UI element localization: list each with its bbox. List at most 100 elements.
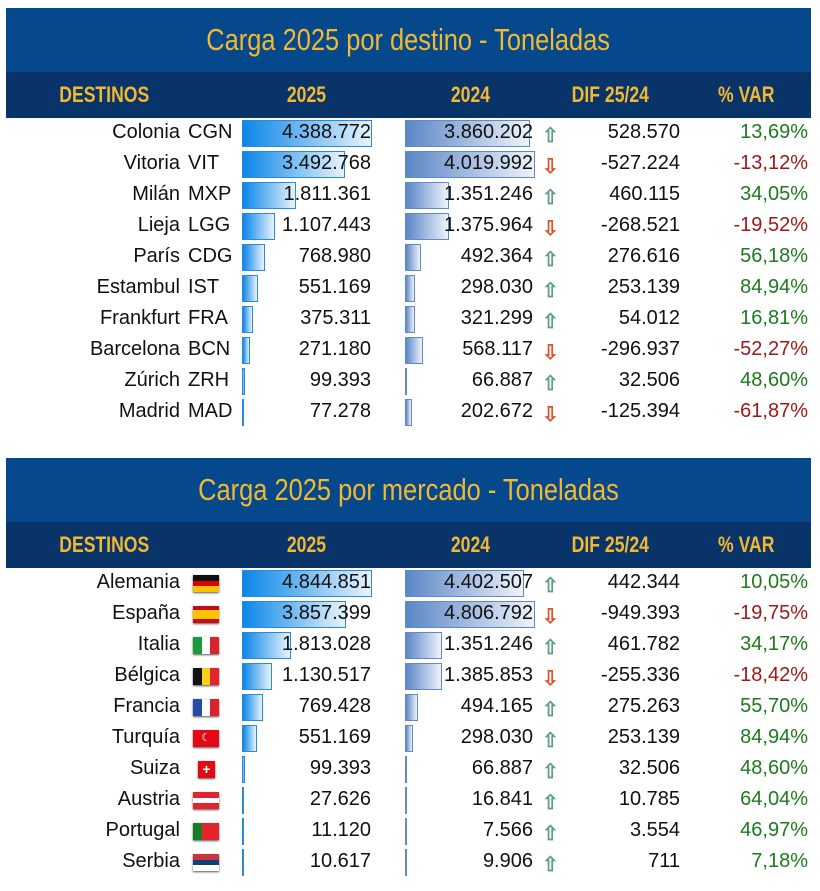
value-2025: 1.811.361: [283, 183, 372, 205]
table-row: Portugal 11.120 7.566 ⇧ 3.554 46,97%: [6, 816, 811, 847]
value-var: 34,17%: [740, 633, 808, 655]
value-dif: 253.139: [607, 726, 680, 748]
value-dif: 32.506: [618, 369, 680, 391]
arrow-down-icon: ⇩: [542, 404, 559, 426]
row-name: Bélgica: [114, 664, 180, 686]
flag-españa-icon: [193, 606, 219, 623]
row-name: Austria: [117, 788, 180, 810]
table-row: Suiza + 99.393 66.887 ⇧ 32.506 48,60%: [6, 754, 811, 785]
bar-2025: [242, 725, 257, 752]
row-name: París: [133, 245, 180, 267]
value-var: 84,94%: [740, 726, 808, 748]
flag-portugal-icon: [193, 823, 220, 840]
bar-2024: [405, 368, 408, 395]
value-2024: 3.860.202: [444, 121, 533, 143]
header-var: % VAR: [718, 532, 775, 557]
airport-code: CDG: [188, 245, 233, 267]
value-2025: 27.626: [309, 788, 371, 810]
value-2024: 492.364: [460, 245, 533, 267]
bar-2024: [405, 787, 407, 814]
arrow-up-icon: ⇧: [542, 792, 559, 814]
arrow-up-icon: ⇧: [542, 187, 559, 209]
table-row: Vitoria VIT 3.492.768 4.019.992 ⇩ -527.22…: [6, 149, 811, 180]
airport-code: MAD: [188, 400, 233, 422]
value-var: 48,60%: [740, 757, 808, 779]
value-dif: 253.139: [607, 276, 680, 298]
table-row: Bélgica 1.130.517 1.385.853 ⇩ -255.336 -…: [6, 661, 811, 692]
value-2024: 4.019.992: [444, 152, 533, 174]
bar-2024: [405, 213, 450, 240]
flag-alemania-icon: [193, 575, 219, 593]
arrow-down-icon: ⇩: [542, 668, 559, 690]
table-row: Frankfurt FRA 375.311 321.299 ⇧ 54.012 16…: [6, 304, 811, 335]
row-name: Italia: [137, 633, 180, 655]
bar-2025: [242, 368, 245, 395]
value-var: 46,97%: [740, 819, 808, 841]
bar-2025: [242, 337, 251, 364]
row-name: Vitoria: [123, 152, 180, 174]
bar-2025: [242, 632, 291, 659]
value-2025: 4.388.772: [282, 121, 371, 143]
value-2025: 99.393: [309, 757, 371, 779]
table-row: Austria 27.626 16.841 ⇧ 10.785 64,04%: [6, 785, 811, 816]
value-2025: 1.813.028: [282, 633, 371, 655]
bar-2024: [405, 601, 535, 628]
airport-code: LGG: [188, 214, 231, 236]
value-var: 16,81%: [740, 307, 808, 329]
value-dif: -255.336: [601, 664, 680, 686]
value-var: -52,27%: [733, 338, 809, 360]
value-2025: 3.857.399: [282, 602, 371, 624]
row-name: Serbia: [122, 850, 180, 872]
row-name: Frankfurt: [99, 307, 180, 329]
value-var: -13,12%: [733, 152, 809, 174]
bar-2024: [405, 570, 525, 597]
flag-francia-icon: [193, 699, 220, 716]
bar-2024: [405, 694, 419, 721]
value-dif: 275.263: [607, 695, 680, 717]
value-2024: 4.402.507: [444, 571, 533, 593]
value-2025: 769.428: [298, 695, 371, 717]
bar-2024: [405, 306, 416, 333]
value-2024: 16.841: [471, 788, 533, 810]
bar-2024: [405, 756, 407, 783]
value-var: 84,94%: [740, 276, 808, 298]
value-2025: 375.311: [300, 307, 371, 329]
row-name: Turquía: [111, 726, 180, 748]
airport-code: FRA: [188, 307, 228, 329]
bar-2025: [242, 601, 346, 628]
arrow-up-icon: ⇧: [542, 125, 559, 147]
value-2024: 1.375.964: [444, 214, 533, 236]
value-var: 34,05%: [740, 183, 808, 205]
bar-2024: [405, 120, 530, 147]
arrow-up-icon: ⇧: [542, 280, 559, 302]
bar-2024: [405, 818, 407, 845]
bar-2025: [242, 399, 245, 426]
table-row: Serbia 10.617 9.906 ⇧ 711 7,18%: [6, 847, 811, 878]
arrow-up-icon: ⇧: [542, 699, 559, 721]
value-dif: 276.616: [607, 245, 680, 267]
bar-2024: [405, 632, 442, 659]
table-row: Alemania 4.844.851 4.402.507 ⇧ 442.344 1…: [6, 568, 811, 599]
value-2025: 11.120: [311, 819, 371, 841]
row-name: Francia: [113, 695, 180, 717]
value-dif: 442.344: [607, 571, 680, 593]
mercado-table: Carga 2025 por mercado - Toneladas DESTI…: [6, 458, 811, 878]
value-dif: -949.393: [601, 602, 680, 624]
header-var: % VAR: [718, 82, 775, 107]
value-2025: 551.169: [298, 726, 371, 748]
row-name: Portugal: [105, 819, 181, 841]
value-var: 13,69%: [740, 121, 808, 143]
header-2024: 2024: [450, 532, 491, 557]
value-2025: 551.169: [298, 276, 371, 298]
row-name: Barcelona: [89, 338, 180, 360]
value-2024: 298.030: [460, 276, 533, 298]
value-dif: -296.937: [601, 338, 680, 360]
value-dif: -527.224: [601, 152, 680, 174]
flag-turquía-icon: ☾: [193, 730, 219, 747]
airport-code: MXP: [188, 183, 232, 205]
row-name: Alemania: [96, 571, 180, 593]
airport-code: ZRH: [188, 369, 230, 391]
bar-2024: [405, 151, 535, 178]
flag-italia-icon: [193, 637, 220, 654]
bar-2024: [405, 663, 443, 690]
